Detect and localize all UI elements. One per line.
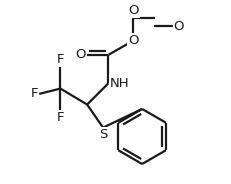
Text: F: F [31,87,38,100]
Text: O: O [128,4,139,17]
Text: F: F [57,53,64,66]
Text: F: F [57,111,64,124]
Text: O: O [128,34,139,47]
Text: O: O [128,4,139,17]
Text: S: S [99,128,107,141]
Text: O: O [173,20,184,33]
Text: O: O [76,48,86,61]
Text: NH: NH [110,77,130,90]
